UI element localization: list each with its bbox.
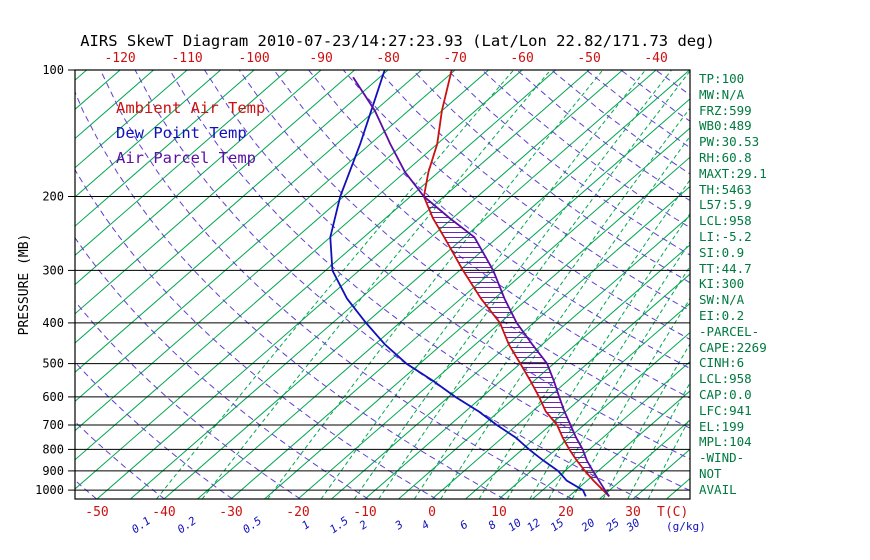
stat-line: CINH:6 xyxy=(699,355,745,371)
parcel-temp-curve xyxy=(352,76,610,497)
pressure-tick-label: 200 xyxy=(42,190,64,204)
isotherm-lines xyxy=(75,70,690,499)
plot-border xyxy=(74,69,691,500)
stat-line: LCL:958 xyxy=(699,371,752,387)
stat-line: KI:300 xyxy=(699,276,745,292)
cape-region-layer xyxy=(423,196,599,481)
stat-line: NOT xyxy=(699,465,722,481)
stat-line: MAXT:29.1 xyxy=(699,165,767,181)
bottom-temp-tick-label: 0 xyxy=(428,505,436,520)
pressure-tick-label: 1000 xyxy=(35,483,64,497)
dewpoint-temp-curve xyxy=(329,70,587,497)
stat-line: MPL:104 xyxy=(699,434,752,450)
pressure-tick-label: 400 xyxy=(42,316,64,330)
stat-line: LI:-5.2 xyxy=(699,228,752,244)
stats-panel: TP:100 MW:N/A FRZ:599 WB0:489 PW:30.53 RH:60.… xyxy=(699,71,767,498)
pressure-tick-label: 500 xyxy=(42,357,64,371)
bottom-temp-tick-label: 10 xyxy=(491,505,507,520)
mixing-ratio-tick-label: 1.5 xyxy=(327,514,351,536)
mixing-ratio-tick-label: 6 xyxy=(458,518,471,533)
pressure-tick-label: 900 xyxy=(42,464,64,478)
legend-item-dewpoint: Dew Point Temp xyxy=(116,124,247,142)
plot-background xyxy=(75,70,690,499)
stat-line: TT:44.7 xyxy=(699,260,752,276)
top-temp-axis-labels: -120 -110 -100 -90 -80 -70 -60 -50 -40 xyxy=(104,51,667,66)
mixing-ratio-tick-label: 4 xyxy=(419,518,432,532)
chart-title: AIRS SkewT Diagram 2010-07-23/14:27:23.9… xyxy=(80,32,715,50)
legend: Ambient Air Temp Dew Point Temp Air Parcel… xyxy=(116,96,265,171)
stat-line: TH:5463 xyxy=(699,181,752,197)
stat-line: CAP:0.0 xyxy=(699,386,752,402)
mixing-ratio-tick-label: 15 xyxy=(548,516,566,534)
stat-line: SI:0.9 xyxy=(699,244,745,260)
bottom-temp-tick-label: -20 xyxy=(286,505,309,520)
bottom-temp-tick-label: 30 xyxy=(625,505,641,520)
pressure-grid-lines xyxy=(68,69,690,491)
ambient-temp-curve xyxy=(422,70,610,498)
stat-line: RH:60.8 xyxy=(699,149,752,165)
bottom-temp-axis-labels: -50 -40 -30 -20 -10 0 10 20 30 xyxy=(85,505,641,520)
top-temp-tick-label: -110 xyxy=(171,51,202,66)
mixing-ratio-tick-label: 10 xyxy=(506,516,525,534)
top-temp-tick-label: -90 xyxy=(309,51,332,66)
pressure-tick-label: 600 xyxy=(42,390,64,404)
mixing-ratio-tick-label: 1 xyxy=(299,518,312,532)
top-temp-tick-label: -120 xyxy=(104,51,135,66)
legend-item-ambient: Ambient Air Temp xyxy=(116,99,266,117)
stat-line: LFC:941 xyxy=(699,402,752,418)
stat-line: MW:N/A xyxy=(699,86,745,102)
pressure-tick-label: 800 xyxy=(42,442,64,456)
top-temp-tick-label: -80 xyxy=(376,51,399,66)
stat-line: L57:5.9 xyxy=(699,197,752,213)
stat-line: EI:0.2 xyxy=(699,307,745,323)
bottom-temp-tick-label: 20 xyxy=(558,505,574,520)
pressure-axis-labels: 100 200 300 400 500 600 700 800 900 1000 xyxy=(35,63,64,497)
mixing-ratio-unit-label: (g/kg) xyxy=(666,520,706,533)
top-temp-tick-label: -40 xyxy=(644,51,667,66)
pressure-tick-label: 700 xyxy=(42,418,64,432)
dry-adiabat-lines xyxy=(75,70,690,499)
stat-line: PW:30.53 xyxy=(699,134,760,150)
mixing-ratio-tick-label: 0.5 xyxy=(240,514,264,536)
stat-line: WB0:489 xyxy=(699,118,752,134)
bottom-temp-tick-label: -50 xyxy=(85,505,108,520)
stat-line: EL:199 xyxy=(699,418,745,434)
mixing-ratio-tick-label: 20 xyxy=(579,516,598,534)
bottom-temp-tick-label: -40 xyxy=(152,505,175,520)
bottom-temp-tick-label: -30 xyxy=(219,505,242,520)
stat-line: -PARCEL- xyxy=(699,323,760,339)
pressure-tick-label: 300 xyxy=(42,263,64,277)
top-temp-tick-label: -50 xyxy=(577,51,600,66)
sounding-curves xyxy=(329,70,610,498)
stat-line: SW:N/A xyxy=(699,292,745,308)
pressure-tick-label: 100 xyxy=(42,63,64,77)
top-temp-tick-label: -60 xyxy=(510,51,533,66)
stat-line: FRZ:599 xyxy=(699,102,752,118)
temp-axis-unit-label: T(C) xyxy=(657,505,688,520)
cape-hatch-region xyxy=(423,196,599,481)
top-temp-tick-label: -70 xyxy=(443,51,466,66)
mixing-ratio-tick-label: 3 xyxy=(392,518,406,533)
mixing-ratio-tick-label: 0.1 xyxy=(129,514,153,536)
mixing-ratio-tick-label: 0.2 xyxy=(175,514,199,536)
legend-item-parcel: Air Parcel Temp xyxy=(116,149,256,167)
stat-line: TP:100 xyxy=(699,71,745,86)
top-temp-tick-label: -100 xyxy=(238,51,269,66)
bottom-temp-tick-label: -10 xyxy=(353,505,376,520)
stat-line: LCL:958 xyxy=(699,213,752,229)
stat-line: AVAIL xyxy=(699,481,737,497)
mixing-ratio-tick-label: 12 xyxy=(525,516,544,534)
pressure-axis-title: PRESSURE (MB) xyxy=(17,234,32,336)
stat-line: -WIND- xyxy=(699,450,745,466)
mixing-ratio-tick-label: 25 xyxy=(604,516,622,534)
stat-line: CAPE:2269 xyxy=(699,339,767,355)
